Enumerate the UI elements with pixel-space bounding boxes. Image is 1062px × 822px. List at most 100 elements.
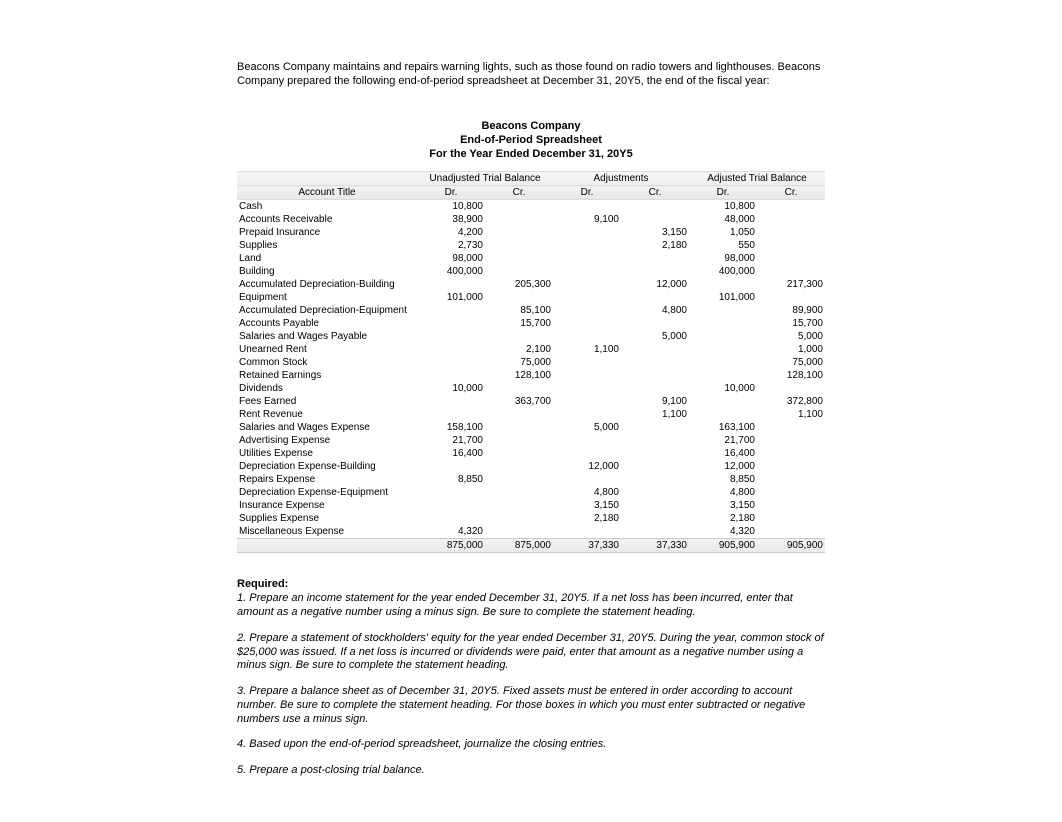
adj-dr bbox=[553, 395, 621, 408]
adj-cr bbox=[621, 447, 689, 460]
unadj-cr bbox=[485, 473, 553, 486]
intro-text: Beacons Company maintains and repairs wa… bbox=[237, 60, 825, 89]
unadj-cr bbox=[485, 486, 553, 499]
required-item: 2. Prepare a statement of stockholders' … bbox=[237, 632, 825, 673]
unadj-dr bbox=[417, 408, 485, 421]
adjtb-dr bbox=[689, 356, 757, 369]
adjtb-cr bbox=[757, 226, 825, 239]
totals-tcr: 905,900 bbox=[757, 539, 825, 553]
adjtb-dr bbox=[689, 304, 757, 317]
adjtb-cr bbox=[757, 499, 825, 512]
account-name: Utilities Expense bbox=[237, 447, 417, 460]
unadj-dr: 21,700 bbox=[417, 434, 485, 447]
adjtb-cr: 89,900 bbox=[757, 304, 825, 317]
unadj-cr bbox=[485, 330, 553, 343]
totals-adr: 37,330 bbox=[553, 539, 621, 553]
account-name: Dividends bbox=[237, 382, 417, 395]
table-row: Repairs Expense8,8508,850 bbox=[237, 473, 825, 486]
adjtb-cr bbox=[757, 252, 825, 265]
adjtb-cr bbox=[757, 291, 825, 304]
unadj-cr bbox=[485, 447, 553, 460]
account-name: Miscellaneous Expense bbox=[237, 525, 417, 539]
col-cr: Cr. bbox=[757, 186, 825, 200]
table-row: Accumulated Depreciation-Building205,300… bbox=[237, 278, 825, 291]
adjtb-dr: 4,800 bbox=[689, 486, 757, 499]
adj-cr bbox=[621, 460, 689, 473]
col-account-title: Account Title bbox=[237, 186, 417, 200]
account-name: Equipment bbox=[237, 291, 417, 304]
adj-dr bbox=[553, 356, 621, 369]
required-item: 1. Prepare an income statement for the y… bbox=[237, 592, 825, 620]
adj-cr bbox=[621, 512, 689, 525]
adjtb-cr: 372,800 bbox=[757, 395, 825, 408]
unadj-cr: 363,700 bbox=[485, 395, 553, 408]
col-dr: Dr. bbox=[553, 186, 621, 200]
account-name: Repairs Expense bbox=[237, 473, 417, 486]
adj-cr: 12,000 bbox=[621, 278, 689, 291]
table-row: Salaries and Wages Payable5,0005,000 bbox=[237, 330, 825, 343]
unadj-cr bbox=[485, 499, 553, 512]
adj-cr bbox=[621, 499, 689, 512]
adjtb-dr: 21,700 bbox=[689, 434, 757, 447]
company-name: Beacons Company bbox=[237, 119, 825, 133]
adj-cr bbox=[621, 356, 689, 369]
table-row: Rent Revenue1,1001,100 bbox=[237, 408, 825, 421]
account-name: Salaries and Wages Payable bbox=[237, 330, 417, 343]
unadj-cr bbox=[485, 265, 553, 278]
adjtb-dr: 16,400 bbox=[689, 447, 757, 460]
section-unadjusted: Unadjusted Trial Balance bbox=[417, 172, 553, 186]
adj-dr bbox=[553, 408, 621, 421]
account-name: Land bbox=[237, 252, 417, 265]
column-heading-row: Account Title Dr. Cr. Dr. Cr. Dr. Cr. bbox=[237, 186, 825, 200]
adj-dr bbox=[553, 291, 621, 304]
unadj-cr bbox=[485, 226, 553, 239]
adjtb-cr bbox=[757, 200, 825, 214]
unadj-dr: 158,100 bbox=[417, 421, 485, 434]
table-row: Retained Earnings128,100128,100 bbox=[237, 369, 825, 382]
unadj-cr bbox=[485, 252, 553, 265]
spreadsheet-table: Unadjusted Trial Balance Adjustments Adj… bbox=[237, 171, 825, 553]
table-row: Accounts Receivable38,9009,10048,000 bbox=[237, 213, 825, 226]
adj-cr bbox=[621, 434, 689, 447]
section-adjustments: Adjustments bbox=[553, 172, 689, 186]
adjtb-dr: 48,000 bbox=[689, 213, 757, 226]
unadj-dr bbox=[417, 304, 485, 317]
adjtb-cr: 1,000 bbox=[757, 343, 825, 356]
adjtb-cr bbox=[757, 525, 825, 539]
totals-ucr: 875,000 bbox=[485, 539, 553, 553]
sheet-title: End-of-Period Spreadsheet bbox=[237, 133, 825, 147]
adjtb-cr: 1,100 bbox=[757, 408, 825, 421]
table-row: Accounts Payable15,70015,700 bbox=[237, 317, 825, 330]
adjtb-dr bbox=[689, 317, 757, 330]
unadj-dr: 2,730 bbox=[417, 239, 485, 252]
unadj-cr bbox=[485, 460, 553, 473]
col-dr: Dr. bbox=[417, 186, 485, 200]
adjtb-cr bbox=[757, 265, 825, 278]
unadj-cr bbox=[485, 525, 553, 539]
adj-cr: 3,150 bbox=[621, 226, 689, 239]
adj-dr bbox=[553, 434, 621, 447]
adj-cr bbox=[621, 486, 689, 499]
unadj-cr bbox=[485, 291, 553, 304]
adj-dr bbox=[553, 226, 621, 239]
adj-dr bbox=[553, 330, 621, 343]
table-row: Depreciation Expense-Equipment4,8004,800 bbox=[237, 486, 825, 499]
adj-dr: 9,100 bbox=[553, 213, 621, 226]
unadj-dr: 4,200 bbox=[417, 226, 485, 239]
account-name: Accounts Receivable bbox=[237, 213, 417, 226]
required-heading: Required: bbox=[237, 578, 825, 590]
table-row: Dividends10,00010,000 bbox=[237, 382, 825, 395]
unadj-dr: 101,000 bbox=[417, 291, 485, 304]
table-row: Equipment101,000101,000 bbox=[237, 291, 825, 304]
adjtb-dr bbox=[689, 369, 757, 382]
account-name: Building bbox=[237, 265, 417, 278]
unadj-cr bbox=[485, 200, 553, 214]
table-row: Miscellaneous Expense4,3204,320 bbox=[237, 525, 825, 539]
adjtb-cr bbox=[757, 434, 825, 447]
table-row: Common Stock75,00075,000 bbox=[237, 356, 825, 369]
account-name: Retained Earnings bbox=[237, 369, 417, 382]
unadj-dr bbox=[417, 317, 485, 330]
adj-cr: 5,000 bbox=[621, 330, 689, 343]
adjtb-cr bbox=[757, 239, 825, 252]
account-name: Common Stock bbox=[237, 356, 417, 369]
